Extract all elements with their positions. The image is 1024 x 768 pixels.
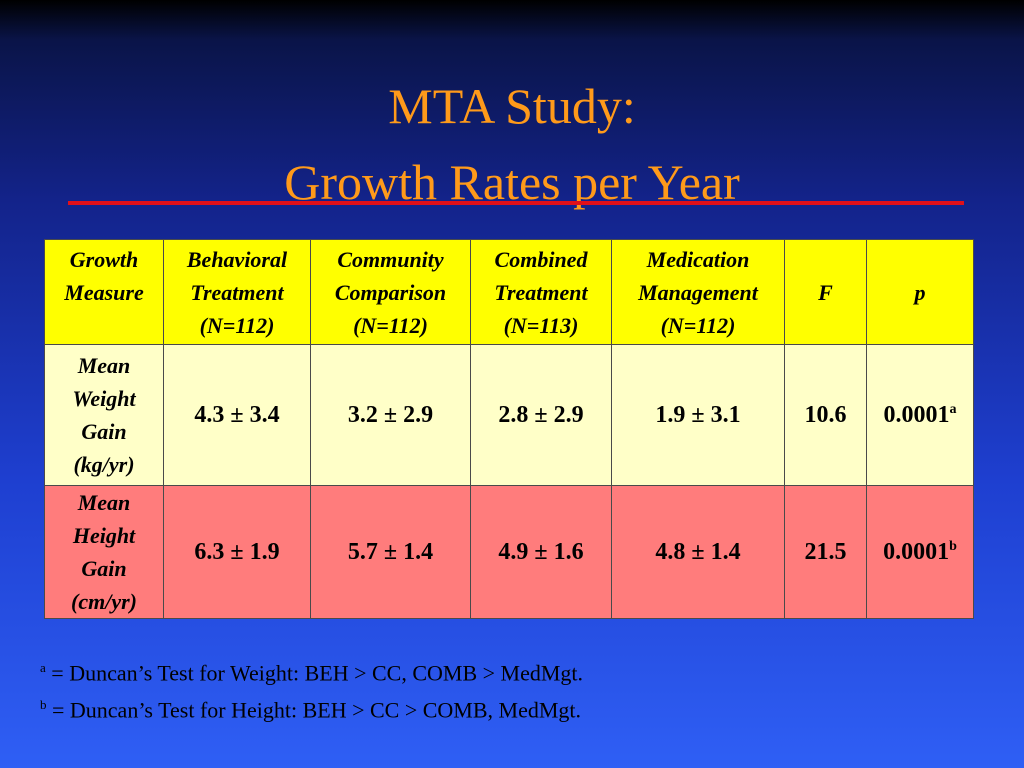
table-row-height: Mean Height Gain (cm/yr) 6.3 ± 1.9 5.7 ±… <box>44 485 974 619</box>
header-f: F <box>784 239 867 345</box>
weight-cc: 3.2 ± 2.9 <box>310 344 471 486</box>
title-underline <box>68 201 964 205</box>
footnote-b: b = Duncan’s Test for Height: BEH > CC >… <box>40 697 582 723</box>
footnote-a: a = Duncan’s Test for Weight: BEH > CC, … <box>40 660 584 686</box>
header-behavioral: Behavioral Treatment (N=112) <box>163 239 311 345</box>
header-community: Community Comparison (N=112) <box>310 239 471 345</box>
table-row-weight: Mean Weight Gain (kg/yr) 4.3 ± 3.4 3.2 ±… <box>44 344 974 486</box>
header-combined: Combined Treatment (N=113) <box>470 239 612 345</box>
weight-beh: 4.3 ± 3.4 <box>163 344 311 486</box>
height-med: 4.8 ± 1.4 <box>611 485 785 619</box>
weight-med: 1.9 ± 3.1 <box>611 344 785 486</box>
height-f: 21.5 <box>784 485 867 619</box>
slide-title-line1: MTA Study: <box>388 78 636 134</box>
weight-p: 0.0001a <box>866 344 974 486</box>
measure-height: Mean Height Gain (cm/yr) <box>44 485 164 619</box>
growth-rates-table: Growth Measure Behavioral Treatment (N=1… <box>44 239 974 619</box>
height-cc: 5.7 ± 1.4 <box>310 485 471 619</box>
slide-title: MTA Study: Growth Rates per Year <box>0 68 1024 220</box>
header-growth-measure: Growth Measure <box>44 239 164 345</box>
header-medication: Medication Management (N=112) <box>611 239 785 345</box>
slide-title-line2: Growth Rates per Year <box>284 154 740 210</box>
table-header-row: Growth Measure Behavioral Treatment (N=1… <box>44 239 974 345</box>
header-p: p <box>866 239 974 345</box>
weight-f: 10.6 <box>784 344 867 486</box>
measure-weight: Mean Weight Gain (kg/yr) <box>44 344 164 486</box>
footnote-ref-a: a <box>949 401 957 417</box>
footnote-ref-b: b <box>949 538 957 554</box>
footnotes: a = Duncan’s Test for Weight: BEH > CC, … <box>40 652 583 727</box>
height-beh: 6.3 ± 1.9 <box>163 485 311 619</box>
height-comb: 4.9 ± 1.6 <box>470 485 612 619</box>
height-p: 0.0001b <box>866 485 974 619</box>
weight-comb: 2.8 ± 2.9 <box>470 344 612 486</box>
growth-table-container: Growth Measure Behavioral Treatment (N=1… <box>44 239 974 619</box>
